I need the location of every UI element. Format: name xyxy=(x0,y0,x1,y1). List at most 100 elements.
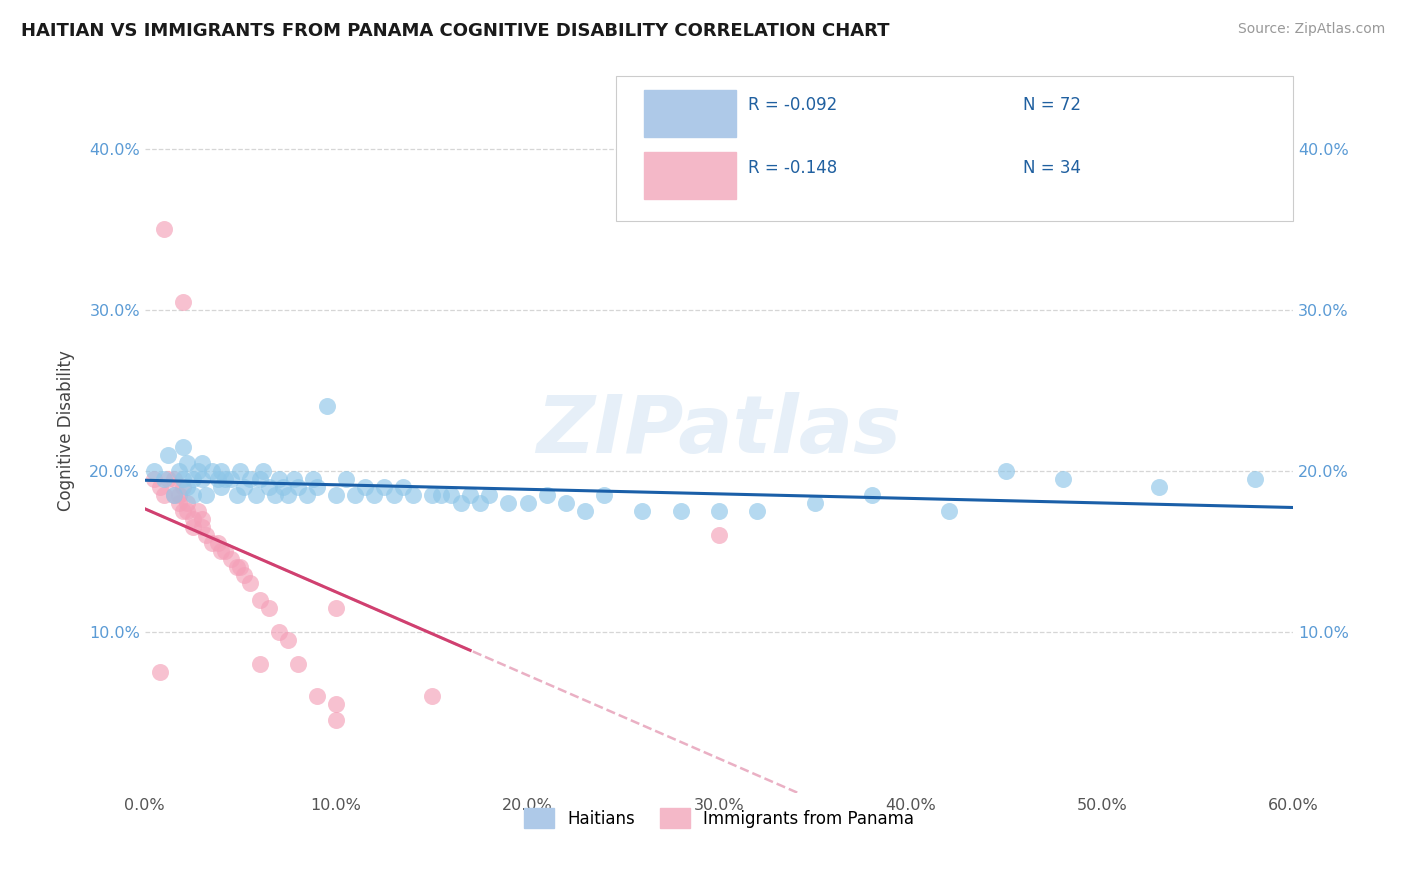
Point xyxy=(214,544,236,558)
Point xyxy=(209,464,232,478)
Point xyxy=(420,689,443,703)
Point xyxy=(267,624,290,639)
Point xyxy=(162,488,184,502)
Point xyxy=(747,504,769,518)
Point xyxy=(402,488,425,502)
Point xyxy=(860,488,883,502)
Point xyxy=(149,665,172,679)
Point xyxy=(219,472,242,486)
Point xyxy=(187,464,209,478)
Point xyxy=(498,496,520,510)
Point xyxy=(191,472,214,486)
Point xyxy=(277,488,299,502)
Point xyxy=(264,488,287,502)
Point xyxy=(249,472,271,486)
Point xyxy=(440,488,463,502)
Point xyxy=(176,496,198,510)
Point xyxy=(325,488,347,502)
Point xyxy=(302,472,325,486)
Point xyxy=(143,472,166,486)
Point xyxy=(167,464,190,478)
Y-axis label: Cognitive Disability: Cognitive Disability xyxy=(58,351,75,511)
Point xyxy=(233,568,256,582)
Point xyxy=(707,504,730,518)
Point xyxy=(225,560,247,574)
Point xyxy=(209,480,232,494)
FancyBboxPatch shape xyxy=(644,90,737,137)
Point xyxy=(450,496,472,510)
Point xyxy=(252,464,274,478)
Point xyxy=(167,488,190,502)
Point xyxy=(176,480,198,494)
Point xyxy=(207,536,229,550)
Point xyxy=(392,480,415,494)
Point xyxy=(191,456,214,470)
Point xyxy=(325,600,347,615)
Point xyxy=(468,496,491,510)
Point xyxy=(554,496,576,510)
Point xyxy=(176,504,198,518)
Point xyxy=(153,222,176,236)
Point xyxy=(201,536,224,550)
Point xyxy=(245,488,267,502)
Point xyxy=(335,472,357,486)
Point xyxy=(354,480,377,494)
Text: R = -0.092: R = -0.092 xyxy=(748,95,837,113)
Point xyxy=(271,480,294,494)
Point xyxy=(287,657,309,671)
Point xyxy=(458,488,481,502)
FancyBboxPatch shape xyxy=(616,76,1294,220)
Point xyxy=(536,488,558,502)
Point xyxy=(707,528,730,542)
Point xyxy=(233,480,256,494)
Point xyxy=(593,488,616,502)
Point xyxy=(938,504,960,518)
Point xyxy=(995,464,1018,478)
Point xyxy=(149,480,172,494)
Point xyxy=(172,480,194,494)
Point xyxy=(172,440,194,454)
Point xyxy=(162,472,184,486)
Point xyxy=(669,504,692,518)
Point xyxy=(631,504,654,518)
Point xyxy=(187,504,209,518)
Point xyxy=(239,576,262,591)
Point xyxy=(143,464,166,478)
Point xyxy=(430,488,453,502)
Point xyxy=(153,472,176,486)
Point xyxy=(167,496,190,510)
Point xyxy=(382,488,405,502)
Point xyxy=(181,488,204,502)
Point xyxy=(257,480,280,494)
Point xyxy=(172,294,194,309)
Point xyxy=(325,697,347,711)
Point xyxy=(229,560,252,574)
Point xyxy=(153,488,176,502)
Point xyxy=(1243,472,1265,486)
Point xyxy=(305,480,328,494)
Point xyxy=(283,472,305,486)
Point xyxy=(249,657,271,671)
Point xyxy=(478,488,501,502)
Text: N = 72: N = 72 xyxy=(1024,95,1081,113)
Point xyxy=(803,496,825,510)
Point xyxy=(516,496,538,510)
Point xyxy=(156,448,179,462)
Text: Source: ZipAtlas.com: Source: ZipAtlas.com xyxy=(1237,22,1385,37)
Text: N = 34: N = 34 xyxy=(1024,160,1081,178)
Point xyxy=(195,528,218,542)
Point xyxy=(195,488,218,502)
Text: ZIPatlas: ZIPatlas xyxy=(537,392,901,469)
Point xyxy=(172,504,194,518)
Point xyxy=(207,472,229,486)
Point xyxy=(287,480,309,494)
Point xyxy=(162,488,184,502)
Point xyxy=(363,488,385,502)
Point xyxy=(181,472,204,486)
Point xyxy=(574,504,596,518)
Point xyxy=(191,512,214,526)
Point xyxy=(249,592,271,607)
Point xyxy=(239,472,262,486)
Point xyxy=(209,544,232,558)
Point xyxy=(420,488,443,502)
